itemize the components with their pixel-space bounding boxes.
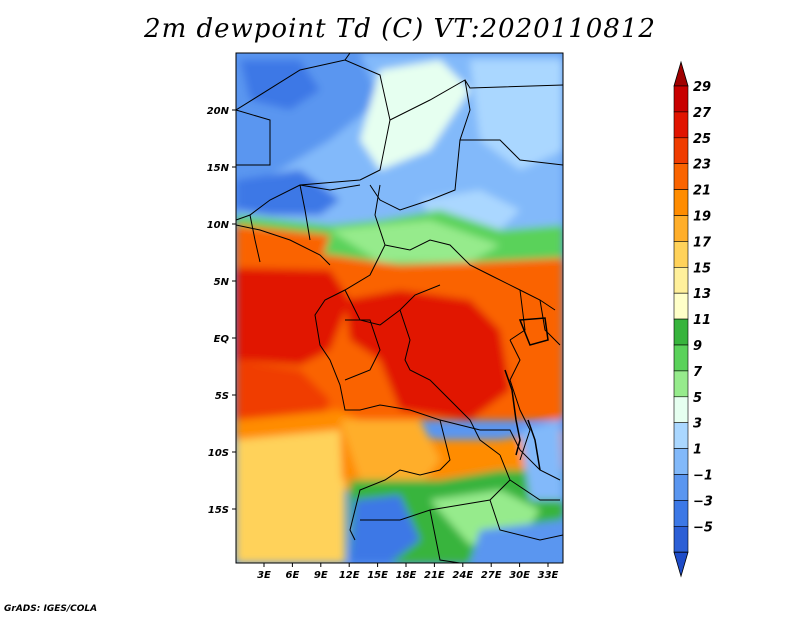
lat-tick-label: 5S: [215, 391, 229, 402]
colorbar-swatch: [673, 215, 689, 242]
dewpoint-field: [236, 53, 563, 563]
colorbar-swatch: [673, 500, 689, 527]
latitude-axis: 20N 15N 10N 5N EQ 5S 10S 15S: [207, 106, 236, 516]
colorbar-swatch: [673, 525, 689, 553]
lon-tick-label: 15E: [367, 570, 388, 581]
grads-credit: GrADS: IGES/COLA: [4, 604, 98, 614]
colorbar-swatch: [673, 474, 689, 501]
lon-tick-label: 30E: [509, 570, 530, 581]
colorbar-label: 3: [693, 417, 702, 432]
lon-tick-label: 3E: [257, 570, 271, 581]
colorbar-label: 29: [693, 80, 711, 95]
colorbar-label: 27: [693, 106, 712, 121]
colorbar-label: 1: [693, 443, 702, 458]
colorbar-swatch: [673, 111, 689, 139]
colorbar-label: 9: [693, 339, 702, 354]
lon-tick-label: 9E: [314, 570, 328, 581]
colorbar-label: 15: [693, 261, 711, 276]
lon-tick-label: 12E: [339, 570, 360, 581]
political-borders: [236, 53, 563, 563]
colorbar-swatch: [673, 292, 689, 320]
colorbar-label: 5: [693, 391, 702, 406]
lakes: [504, 317, 549, 471]
lon-tick-label: 27E: [481, 570, 502, 581]
colorbar-label: 17: [693, 235, 712, 250]
colorbar-label: −3: [693, 494, 713, 509]
longitude-axis: 3E 6E 9E 12E 15E 18E 21E 24E 27E 30E 33E: [257, 563, 559, 581]
lon-tick-label: 18E: [396, 570, 417, 581]
colorbar-swatch: [673, 241, 689, 268]
lat-tick-label: 15S: [208, 505, 229, 516]
colorbar-label: 7: [693, 365, 703, 380]
lat-tick-label: 15N: [207, 163, 230, 174]
colorbar-swatch: [673, 266, 689, 294]
colorbar-swatch: [673, 396, 689, 423]
colorbar-label: 25: [693, 132, 711, 147]
colorbar-label: −5: [693, 520, 713, 535]
colorbar-bottom-arrow: [673, 551, 689, 578]
colorbar-swatch: [673, 344, 689, 372]
colorbar-label: 13: [693, 287, 711, 302]
colorbar-label: 11: [693, 313, 711, 328]
map-title: 2m dewpoint Td (C) VT:2020110812: [144, 14, 656, 44]
colorbar-swatch: [673, 448, 689, 475]
lat-tick-label: 10N: [207, 220, 230, 231]
colorbar-swatch: [673, 85, 689, 113]
colorbar-label: 23: [693, 158, 711, 173]
plot-frame: [235, 52, 564, 564]
colorbar: 29 27 25 23 21 19 17 15 13 11 9 7 5 3 1 −1 −3 −5: [673, 60, 713, 578]
lon-tick-label: 6E: [286, 570, 300, 581]
colorbar-label: −1: [693, 469, 713, 484]
lat-tick-label: 10S: [208, 448, 229, 459]
lat-tick-label: 20N: [207, 106, 230, 117]
lon-tick-label: 24E: [452, 570, 473, 581]
colorbar-swatch: [673, 422, 689, 449]
colorbar-label: 21: [693, 184, 711, 199]
colorbar-swatch: [673, 318, 689, 346]
lon-tick-label: 21E: [424, 570, 445, 581]
colorbar-swatch: [673, 163, 689, 190]
lon-tick-label: 33E: [538, 570, 559, 581]
lat-tick-label: 5N: [214, 277, 230, 288]
lat-tick-label: EQ: [214, 334, 230, 345]
colorbar-label: 19: [693, 210, 711, 225]
colorbar-swatch: [673, 370, 689, 398]
colorbar-top-arrow: [673, 60, 689, 87]
colorbar-swatch: [673, 189, 689, 216]
colorbar-swatch: [673, 137, 689, 165]
